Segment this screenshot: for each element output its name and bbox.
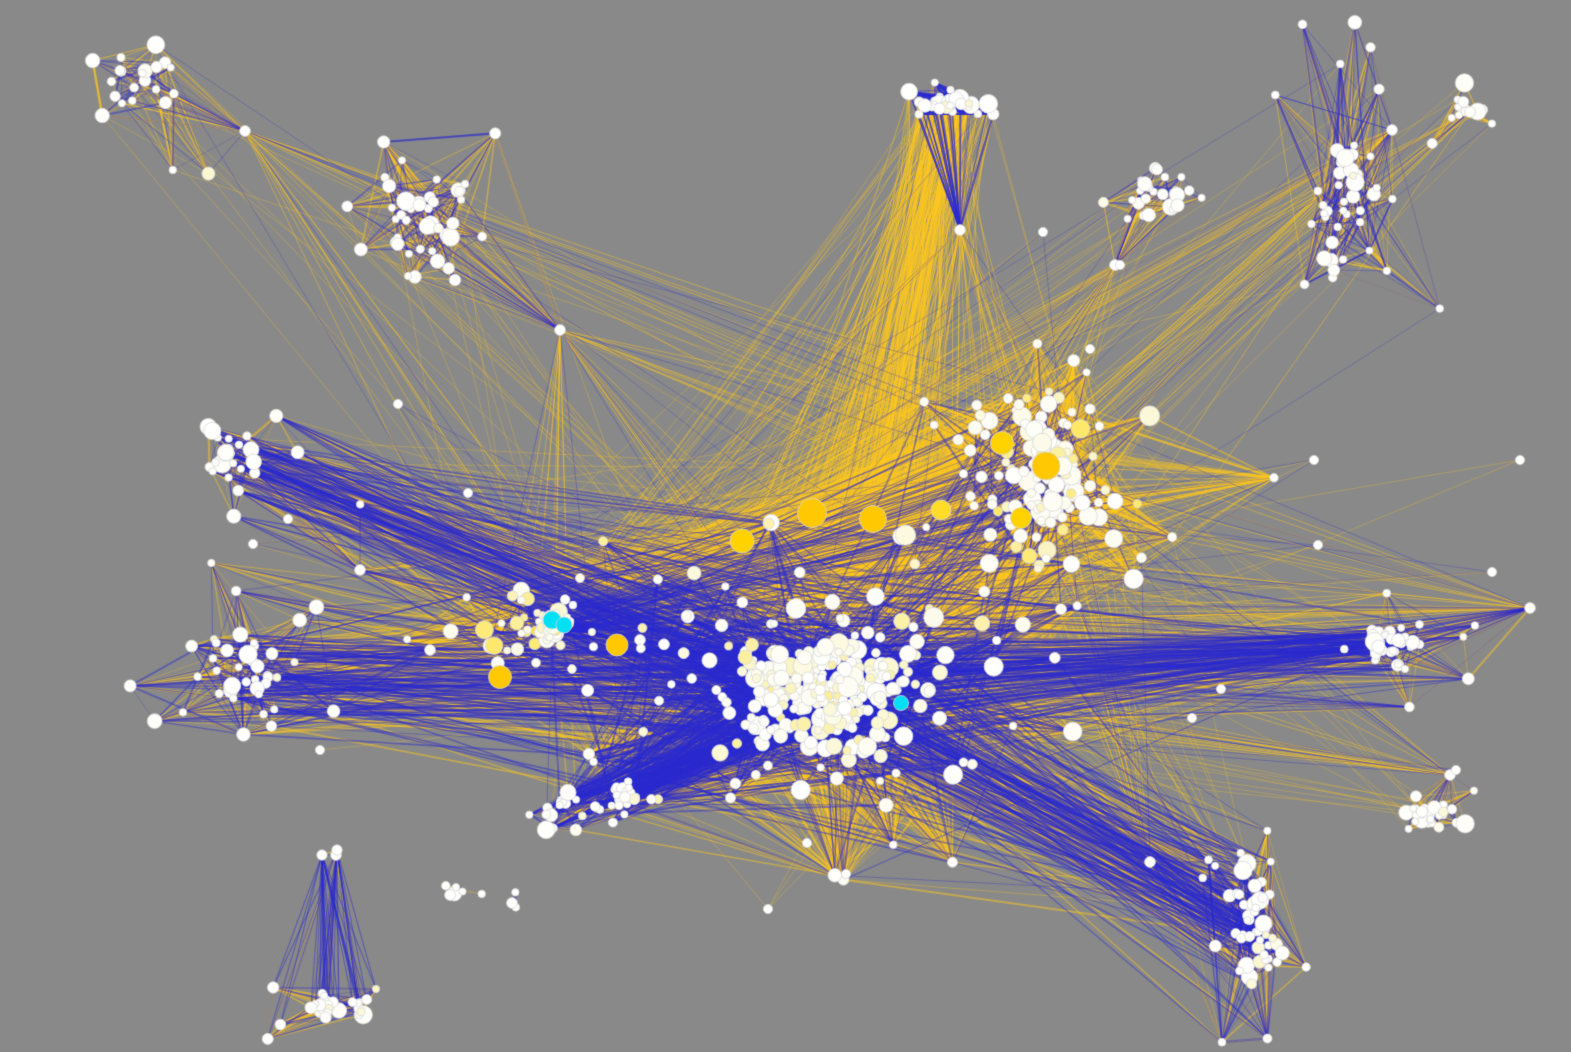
network-graph-canvas[interactable] — [0, 0, 1571, 1052]
graph-visualization-stage[interactable] — [0, 0, 1571, 1052]
